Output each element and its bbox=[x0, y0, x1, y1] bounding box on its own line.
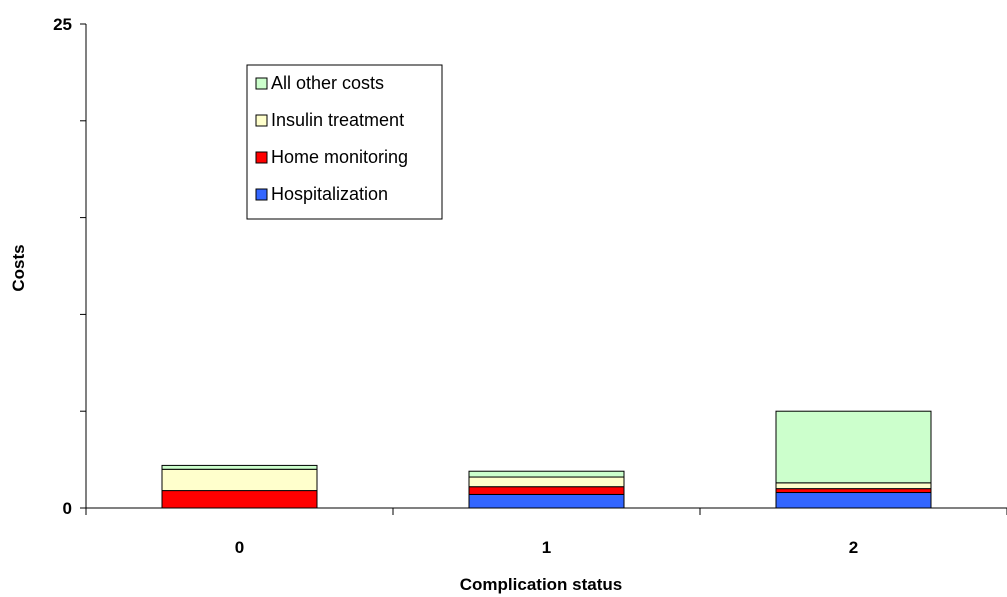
legend-label: Home monitoring bbox=[271, 147, 408, 167]
legend-swatch bbox=[255, 151, 268, 164]
legend-swatch bbox=[255, 77, 268, 90]
legend-label: All other costs bbox=[271, 73, 384, 93]
bar-segment-all-other-costs bbox=[468, 470, 625, 478]
legend-box bbox=[246, 64, 443, 220]
bar-segment-home-monitoring bbox=[775, 488, 932, 494]
bar-segment-insulin-treatment bbox=[775, 482, 932, 490]
bar-segment-hospitalization bbox=[775, 492, 932, 509]
legend: All other costs Insulin treatment Home mon… bbox=[246, 64, 443, 220]
bar-segment-all-other-costs bbox=[161, 464, 318, 470]
bar-segment-home-monitoring bbox=[161, 490, 318, 509]
legend-label: Insulin treatment bbox=[271, 110, 404, 130]
bar-segment-all-other-costs bbox=[775, 410, 932, 484]
legend-swatch bbox=[255, 114, 268, 127]
y-axis-title: Costs bbox=[9, 244, 28, 291]
bar-segment-insulin-treatment bbox=[468, 476, 625, 488]
bar-segment-insulin-treatment bbox=[161, 468, 318, 492]
x-axis-title: Complication status bbox=[460, 575, 622, 594]
x-tick-label: 1 bbox=[542, 538, 551, 557]
bars bbox=[161, 410, 932, 509]
tick-labels: 0 25 0 1 2 bbox=[53, 15, 858, 557]
y-tick-label: 0 bbox=[63, 499, 72, 518]
legend-swatch bbox=[255, 188, 268, 201]
legend-label: Hospitalization bbox=[271, 184, 388, 204]
bar-segment-hospitalization bbox=[468, 493, 625, 509]
x-tick-label: 0 bbox=[235, 538, 244, 557]
y-tick-label: 25 bbox=[53, 15, 72, 34]
bar-segment-home-monitoring bbox=[468, 486, 625, 495]
x-tick-label: 2 bbox=[849, 538, 858, 557]
